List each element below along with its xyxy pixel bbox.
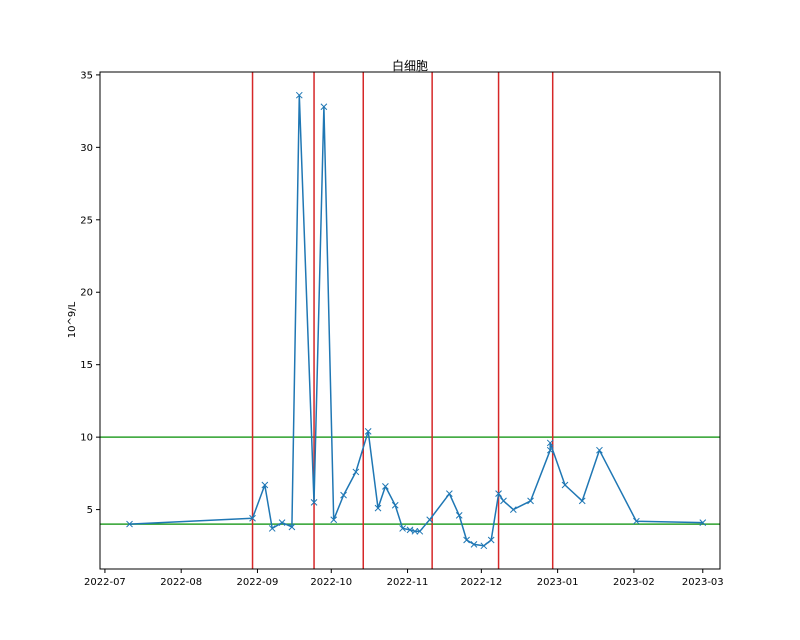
y-axis-label: 10^9/L: [67, 301, 78, 338]
data-point: [500, 497, 507, 505]
data-point: [310, 498, 318, 506]
x-tick-label: 2022-07: [84, 577, 126, 588]
y-tick-label: 30: [80, 143, 93, 154]
x-axis: 2022-07 2022-08 2022-09 2022-10 2022-11 2022-…: [84, 569, 724, 588]
data-point: [391, 501, 399, 509]
series-line: [129, 94, 703, 547]
data-point: [546, 446, 554, 454]
data-point: [470, 541, 478, 548]
data-point: [446, 490, 453, 498]
y-tick-label: 15: [80, 360, 93, 371]
data-point: [416, 527, 424, 535]
plot-area: [100, 72, 720, 569]
data-point: [411, 527, 419, 535]
data-point: [261, 481, 269, 489]
data-point: [374, 504, 382, 512]
data-point: [352, 468, 360, 476]
y-tick-label: 20: [80, 288, 93, 299]
data-point: [340, 491, 347, 499]
data-point: [320, 103, 328, 111]
plot-frame: [99, 71, 721, 570]
data-point: [406, 526, 414, 534]
data-point: [268, 525, 276, 532]
data-point: [487, 536, 495, 544]
data-point: [527, 497, 534, 505]
data-point: [561, 481, 569, 489]
x-tick-label: 2022-12: [460, 577, 502, 588]
y-axis: 5 10 15 20 25 30 35: [80, 70, 100, 516]
data-point: [295, 91, 303, 99]
x-tick-label: 2023-02: [613, 577, 655, 588]
y-tick-label: 10: [80, 433, 93, 444]
data-point: [249, 514, 256, 522]
x-tick-label: 2022-09: [237, 577, 279, 588]
data-point: [399, 525, 406, 532]
x-tick-label: 2022-08: [160, 577, 202, 588]
x-tick-label: 2023-01: [537, 577, 579, 588]
data-point: [578, 497, 586, 505]
data-point: [288, 523, 296, 531]
data-point: [596, 446, 603, 454]
chart-title: 白细胞: [392, 58, 428, 73]
x-tick-label: 2022-10: [310, 577, 352, 588]
data-point: [278, 519, 286, 526]
y-tick-label: 35: [80, 70, 93, 81]
data-point: [699, 519, 707, 526]
data-point: [364, 427, 372, 435]
x-tick-label: 2022-11: [387, 577, 429, 588]
data-point: [463, 536, 470, 544]
data-point: [632, 517, 640, 525]
data-point: [426, 516, 434, 524]
data-point: [382, 483, 389, 490]
data-point: [495, 490, 502, 498]
data-point: [546, 439, 554, 447]
y-tick-label: 25: [80, 215, 93, 226]
data-point: [480, 542, 488, 550]
data-point: [126, 520, 133, 528]
data-point: [455, 512, 463, 519]
data-point: [330, 516, 338, 524]
data-point: [509, 506, 517, 513]
y-tick-label: 5: [87, 505, 93, 516]
x-tick-label: 2023-03: [682, 577, 724, 588]
